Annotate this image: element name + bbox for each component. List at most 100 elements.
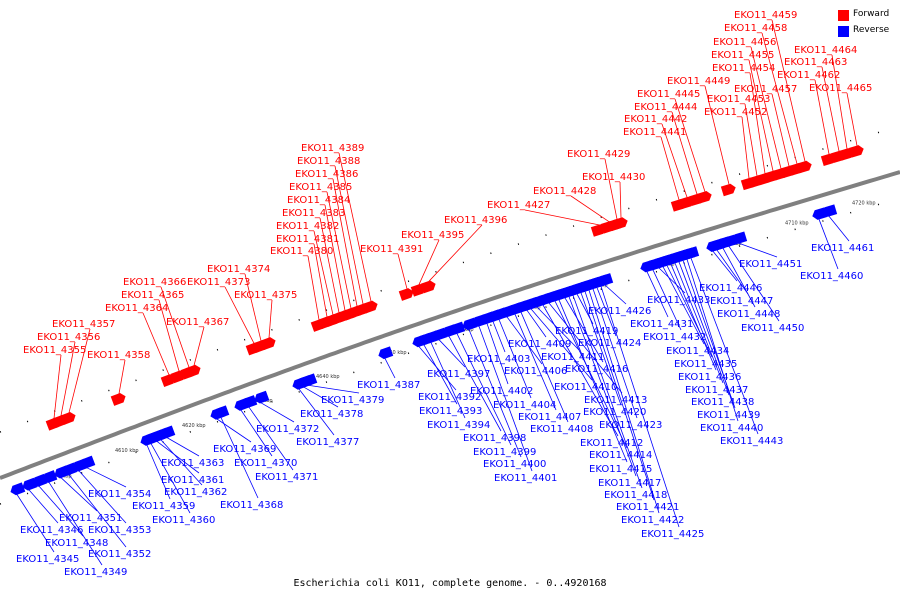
- forward-gene-arrow: [60, 411, 76, 425]
- forward-gene-label: EKO11_4430: [582, 172, 645, 183]
- forward-leader-line: [814, 79, 830, 155]
- reverse-gene-label: EKO11_4352: [88, 549, 151, 560]
- reverse-gene-label: EKO11_4351: [59, 513, 122, 524]
- tick-label: 4610 kbp: [115, 448, 139, 454]
- reverse-leader-line: [818, 219, 839, 270]
- reverse-leader-line: [686, 259, 739, 422]
- forward-leader-line: [334, 165, 364, 305]
- reverse-gene-label: EKO11_4450: [741, 323, 804, 334]
- forward-gene-label: EKO11_4386: [295, 169, 358, 180]
- reverse-gene-label: EKO11_4404: [493, 400, 556, 411]
- reverse-gene-label: EKO11_4418: [604, 490, 667, 501]
- reverse-gene-label: EKO11_4353: [88, 525, 151, 536]
- forward-gene-label: EKO11_4444: [634, 102, 697, 113]
- forward-leader-line: [268, 299, 273, 338]
- reverse-leader-line: [260, 402, 295, 423]
- reverse-leader-line: [520, 312, 569, 423]
- forward-gene-label: EKO11_4453: [707, 94, 770, 105]
- forward-leader-line: [604, 158, 618, 220]
- reverse-leader-line: [478, 326, 533, 472]
- forward-leader-line: [118, 359, 126, 394]
- reverse-gene-label: EKO11_4443: [720, 436, 783, 447]
- reverse-gene-arrow: [822, 204, 838, 217]
- forward-leader-line: [53, 354, 62, 419]
- reverse-gene-label: EKO11_4402: [470, 386, 533, 397]
- forward-leader-line: [224, 286, 255, 344]
- forward-leader-line: [749, 72, 766, 174]
- reverse-gene-label: EKO11_4400: [483, 459, 546, 470]
- reverse-gene-arrow: [302, 373, 318, 387]
- forward-gene-arrow: [720, 183, 736, 197]
- forward-gene-label: EKO11_4464: [794, 45, 857, 56]
- forward-gene-label: EKO11_4388: [297, 156, 360, 167]
- forward-gene-label: EKO11_4382: [276, 221, 339, 232]
- forward-leader-line: [570, 195, 610, 223]
- forward-gene-arrow: [420, 280, 436, 294]
- forward-gene-label: EKO11_4391: [360, 244, 423, 255]
- reverse-leader-line: [220, 417, 259, 499]
- reverse-leader-line: [662, 266, 705, 345]
- reverse-gene-label: EKO11_4387: [357, 380, 420, 391]
- reverse-leader-line: [486, 323, 509, 385]
- forward-leader-line: [524, 209, 600, 226]
- reverse-leader-line: [303, 386, 339, 408]
- reverse-gene-label: EKO11_4379: [321, 395, 384, 406]
- reverse-gene-label: EKO11_4349: [64, 567, 127, 578]
- forward-gene-label: EKO11_4381: [276, 234, 339, 245]
- tick-label: 4710 kbp: [785, 220, 809, 226]
- forward-leader-line: [831, 54, 848, 149]
- reverse-gene-label: EKO11_4377: [296, 437, 359, 448]
- forward-gene-label: EKO11_4396: [444, 215, 507, 226]
- reverse-gene-label: EKO11_4363: [161, 458, 224, 469]
- tick-label: 4640 kbp: [316, 374, 340, 380]
- reverse-gene-label: EKO11_4368: [220, 500, 283, 511]
- forward-gene-arrow: [696, 191, 712, 204]
- forward-gene-label: EKO11_4366: [123, 277, 186, 288]
- reverse-leader-line: [554, 300, 628, 449]
- forward-gene-label: EKO11_4356: [37, 332, 100, 343]
- reverse-leader-line: [156, 441, 200, 474]
- reverse-leader-line: [438, 339, 466, 368]
- reverse-leader-line: [712, 251, 738, 282]
- reverse-leader-line: [584, 291, 655, 501]
- reverse-gene-label: EKO11_4425: [641, 529, 704, 540]
- forward-gene-label: EKO11_4395: [401, 230, 464, 241]
- reverse-leader-line: [716, 249, 749, 295]
- forward-gene-label: EKO11_4455: [711, 50, 774, 61]
- forward-leader-line: [619, 181, 622, 218]
- forward-gene-arrow: [398, 288, 414, 301]
- forward-gene-label: EKO11_4452: [704, 107, 767, 118]
- forward-leader-line: [307, 255, 320, 320]
- reverse-gene-label: EKO11_4410: [554, 382, 617, 393]
- reverse-leader-line: [248, 406, 294, 471]
- reverse-gene-label: EKO11_4433: [647, 295, 710, 306]
- forward-gene-label: EKO11_4465: [809, 83, 872, 94]
- reverse-gene-label: EKO11_4360: [152, 515, 215, 526]
- reverse-leader-line: [678, 261, 730, 396]
- reverse-leader-line: [16, 494, 55, 553]
- reverse-leader-line: [536, 306, 580, 351]
- reverse-gene-label: EKO11_4439: [697, 410, 760, 421]
- forward-leader-line: [313, 230, 334, 315]
- reverse-gene-arrow: [254, 390, 270, 404]
- reverse-gene-label: EKO11_4401: [494, 473, 557, 484]
- reverse-gene-label: EKO11_4435: [674, 359, 737, 370]
- reverse-leader-line: [166, 437, 200, 457]
- legend-forward-swatch: [838, 10, 849, 21]
- reverse-leader-line: [564, 297, 604, 363]
- reverse-gene-arrow: [732, 231, 748, 244]
- reverse-leader-line: [298, 388, 335, 436]
- reverse-gene-label: EKO11_4371: [255, 472, 318, 483]
- forward-gene-arrow: [170, 370, 186, 384]
- reverse-leader-line: [828, 215, 850, 242]
- reverse-leader-line: [558, 299, 628, 463]
- reverse-leader-line: [646, 271, 669, 318]
- forward-leader-line: [142, 312, 170, 376]
- reverse-gene-arrow: [10, 482, 26, 496]
- reverse-leader-line: [666, 265, 713, 358]
- forward-gene-label: EKO11_4380: [270, 246, 333, 257]
- reverse-gene-label: EKO11_4403: [467, 354, 530, 365]
- forward-leader-line: [313, 243, 328, 317]
- reverse-leader-line: [68, 474, 127, 548]
- legend-reverse-label: Reverse: [853, 25, 890, 35]
